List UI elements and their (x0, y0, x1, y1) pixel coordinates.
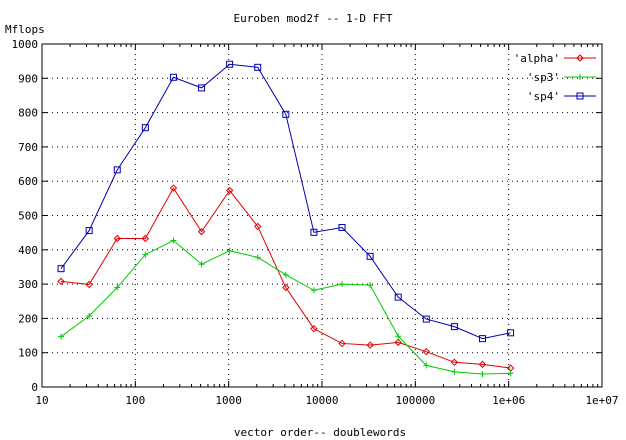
series-group (57, 60, 515, 377)
x-tick-label: 1e+07 (585, 394, 618, 407)
data-point (113, 166, 121, 174)
series-line (60, 63, 511, 340)
data-point (478, 335, 486, 343)
data-point (339, 281, 346, 288)
data-point (114, 284, 121, 291)
data-point (254, 254, 261, 261)
data-point (338, 224, 346, 232)
y-tick-label: 500 (18, 210, 38, 223)
data-point (366, 252, 374, 260)
data-point (141, 234, 150, 243)
data-point (367, 282, 374, 289)
legend-marker (577, 74, 583, 80)
data-point (338, 339, 346, 348)
data-point (451, 368, 458, 375)
data-point (197, 227, 206, 236)
data-point (85, 227, 93, 235)
data-point (57, 277, 65, 286)
data-point (450, 323, 458, 331)
data-point (394, 338, 402, 347)
y-axis-label: Mflops (5, 23, 45, 36)
chart-title: Euroben mod2f -- 1-D FFT (234, 12, 393, 25)
series-1 (58, 237, 514, 377)
series-2 (57, 60, 515, 343)
data-point (507, 329, 515, 337)
x-tick-label: 1e+06 (492, 394, 525, 407)
data-point (366, 341, 374, 349)
data-point (282, 271, 289, 278)
data-point (86, 312, 93, 319)
data-point (58, 333, 65, 340)
y-tick-label: 300 (18, 278, 38, 291)
data-point (225, 186, 234, 195)
legend-label: 'sp4' (527, 90, 560, 103)
data-point (310, 287, 317, 294)
data-point (254, 63, 262, 71)
x-tick-label: 1000 (215, 394, 242, 407)
data-point (507, 370, 514, 377)
data-point (169, 184, 178, 192)
data-point (141, 124, 149, 132)
series-0 (57, 184, 515, 372)
data-point (423, 362, 430, 369)
x-tick-label: 10 (35, 394, 48, 407)
data-point (254, 222, 262, 231)
legend: 'alpha' 'sp3' 'sp4' (514, 52, 596, 103)
data-point (422, 315, 430, 323)
y-tick-label: 100 (18, 347, 38, 360)
legend-marker (576, 54, 584, 62)
y-tick-label: 700 (18, 141, 38, 154)
x-axis-label: vector order-- doublewords (234, 426, 406, 439)
data-point (113, 234, 121, 243)
data-point (198, 84, 206, 92)
y-tick-label: 600 (18, 175, 38, 188)
x-tick-label: 10000 (305, 394, 338, 407)
data-point (198, 261, 205, 268)
data-point (422, 347, 431, 356)
y-tick-label: 400 (18, 244, 38, 257)
grid (42, 44, 602, 387)
data-point (479, 370, 486, 377)
data-point (85, 280, 93, 289)
data-point (57, 265, 65, 273)
data-point (282, 283, 290, 292)
y-tick-label: 900 (18, 72, 38, 85)
series-line (60, 187, 511, 369)
legend-label: 'sp3' (527, 71, 560, 84)
data-point (395, 333, 402, 340)
series-line (60, 239, 511, 375)
data-point (478, 360, 487, 369)
y-tick-label: 800 (18, 107, 38, 120)
data-point (170, 237, 177, 244)
legend-marker (576, 92, 584, 100)
data-point (169, 73, 177, 81)
data-point (282, 110, 290, 118)
data-point (310, 228, 318, 236)
data-point (142, 251, 149, 258)
axis-ticks: 0 100 200 300 400 500 600 700 800 900 1000 10 100 100… (12, 38, 619, 407)
data-point (226, 247, 233, 254)
y-tick-label: 200 (18, 312, 38, 325)
data-point (226, 60, 234, 68)
data-point (450, 358, 459, 367)
data-point (394, 293, 402, 301)
x-tick-label: 100000 (395, 394, 435, 407)
y-tick-label: 0 (31, 381, 38, 394)
y-tick-label: 1000 (12, 38, 39, 51)
x-tick-label: 100 (125, 394, 145, 407)
legend-label: 'alpha' (514, 52, 560, 65)
data-point (310, 324, 318, 333)
